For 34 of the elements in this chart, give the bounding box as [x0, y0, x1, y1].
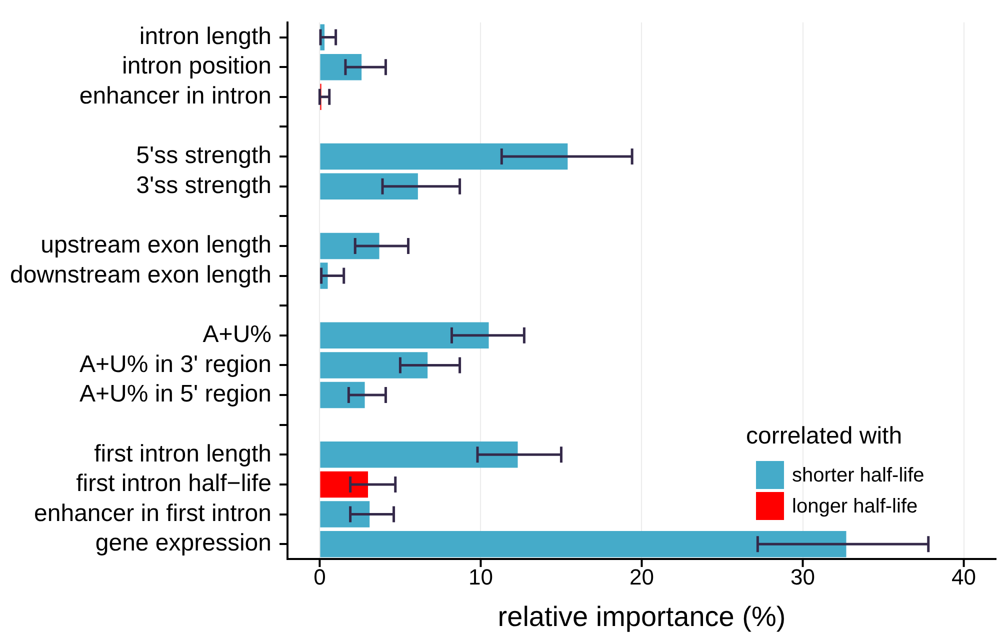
y-tick-label: first intron half−life [76, 470, 272, 498]
bar [320, 322, 489, 349]
bar [320, 501, 370, 528]
y-tick-label: 3'ss strength [136, 172, 272, 199]
x-tick-label: 0 [314, 564, 326, 590]
y-tick-label: A+U% [202, 321, 272, 348]
y-tick-label: gene expression [95, 530, 272, 557]
y-tick-label: first intron length [94, 440, 272, 468]
bar [320, 530, 846, 558]
x-tick-label: 30 [790, 564, 816, 590]
legend-title: correlated with [746, 422, 902, 450]
y-tick-label: A+U% in 5' region [79, 380, 272, 408]
bar [320, 382, 365, 408]
bar [320, 54, 362, 80]
y-tick-label: intron length [139, 22, 272, 50]
y-tick-label: 5'ss strength [136, 142, 272, 170]
bar [320, 352, 428, 378]
y-tick-label: enhancer in intron [79, 82, 272, 110]
bar [320, 173, 418, 200]
legend-label: longer half-life [792, 496, 918, 518]
bar [320, 143, 568, 170]
x-tick-label: 20 [630, 564, 654, 590]
bar [320, 232, 380, 260]
x-axis-title: relative importance (%) [498, 600, 786, 632]
bar [320, 471, 368, 498]
bar [320, 442, 518, 468]
y-tick-label: A+U% in 3' region [79, 350, 272, 378]
y-tick-label: downstream exon length [10, 261, 272, 288]
x-tick-label: 10 [468, 564, 493, 590]
x-tick-label: 40 [952, 564, 976, 590]
y-tick-label: upstream exon length [40, 232, 272, 259]
y-tick-label: intron position [122, 52, 272, 80]
y-tick-label: enhancer in first intron [34, 500, 272, 527]
legend-label: shorter half-life [792, 464, 924, 487]
